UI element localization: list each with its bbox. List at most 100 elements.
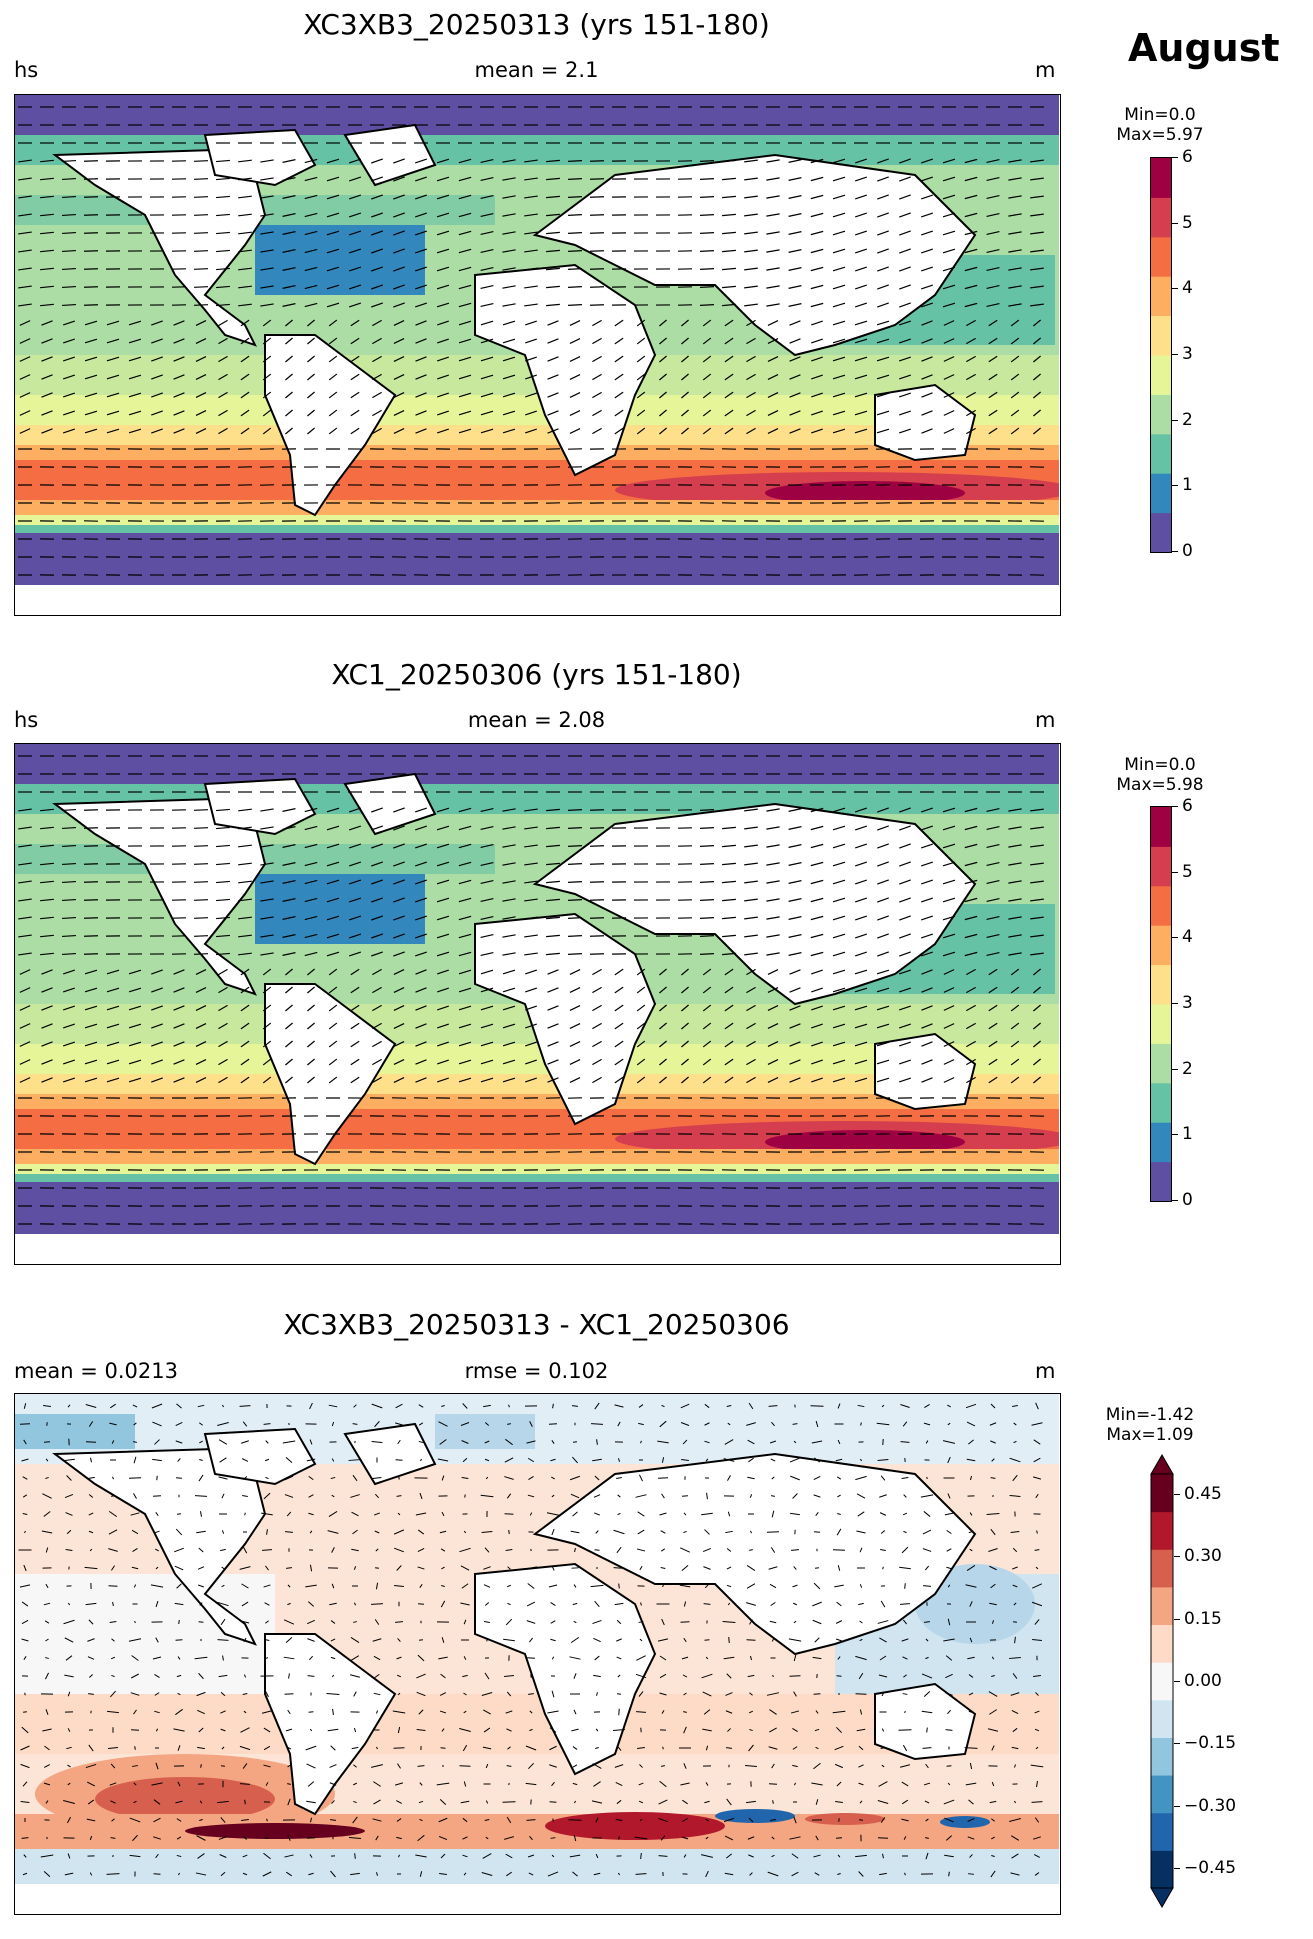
wind-arrow xyxy=(40,1854,54,1858)
wind-arrow xyxy=(766,898,780,902)
wind-arrow xyxy=(417,1654,425,1662)
wind-arrow xyxy=(593,1494,601,1498)
wind-arrow xyxy=(371,933,383,939)
wind-arrow xyxy=(704,1422,710,1426)
wind-arrow xyxy=(439,1530,447,1534)
wind-arrow xyxy=(639,1764,643,1768)
wind-arrow xyxy=(480,284,494,290)
wind-arrow xyxy=(373,1781,381,1787)
wind-arrow xyxy=(458,428,472,434)
wind-arrow xyxy=(921,374,933,380)
wind-arrow xyxy=(549,1745,557,1751)
colorbar-tick-mark xyxy=(1172,222,1178,224)
wind-arrow xyxy=(198,1672,204,1680)
wind-arrow xyxy=(1030,195,1044,199)
wind-arrow xyxy=(307,391,315,399)
wind-arrow xyxy=(525,392,537,398)
wind-arrow xyxy=(107,1710,119,1714)
wind-arrow xyxy=(832,969,846,975)
wind-arrow xyxy=(216,826,230,830)
wind-arrow xyxy=(814,1457,820,1463)
wind-arrow xyxy=(480,969,494,975)
wind-arrow xyxy=(920,194,934,200)
wind-arrow xyxy=(502,428,516,434)
wind-arrow xyxy=(614,409,624,417)
wind-arrow xyxy=(440,1853,446,1859)
wind-arrow xyxy=(502,249,516,253)
wind-arrow xyxy=(436,861,450,867)
wind-arrow xyxy=(549,1764,557,1768)
wind-arrow xyxy=(986,808,1000,812)
wind-arrow xyxy=(725,1710,733,1714)
wind-arrow xyxy=(943,987,955,993)
wind-arrow xyxy=(195,338,207,344)
wind-arrow xyxy=(573,1834,577,1842)
wind-arrow xyxy=(788,1638,802,1642)
wind-arrow xyxy=(988,1548,998,1552)
wind-arrow xyxy=(218,1022,228,1030)
wind-arrow xyxy=(372,1076,382,1084)
wind-arrow xyxy=(328,1076,338,1084)
wind-arrow xyxy=(640,1440,642,1444)
wind-arrow xyxy=(285,968,293,976)
wind-arrow xyxy=(659,373,667,381)
wind-arrow xyxy=(524,231,538,235)
wind-arrow xyxy=(178,1872,180,1876)
wind-arrow xyxy=(991,1818,995,1822)
wind-arrow xyxy=(526,1620,536,1624)
wind-arrow xyxy=(854,969,868,975)
wind-arrow xyxy=(437,987,449,993)
wind-arrow xyxy=(722,195,736,199)
wind-arrow xyxy=(62,916,76,920)
wind-arrow xyxy=(436,248,450,254)
wind-arrow xyxy=(132,1404,138,1408)
wind-arrow xyxy=(766,952,780,956)
panel-1-title: XC3XB3_20250313 (yrs 151-180) xyxy=(303,8,770,41)
wind-arrow xyxy=(40,177,54,181)
wind-arrow xyxy=(441,1585,445,1587)
wind-arrow xyxy=(1010,355,1020,363)
wind-arrow xyxy=(40,267,54,271)
wind-arrow xyxy=(657,1638,669,1642)
wind-arrow xyxy=(920,176,934,182)
wind-arrow xyxy=(153,1799,161,1805)
wind-arrow xyxy=(767,320,779,326)
wind-arrow xyxy=(151,320,163,326)
wind-arrow xyxy=(326,176,340,182)
wind-arrow xyxy=(859,1709,863,1715)
wind-arrow xyxy=(371,284,383,290)
wind-arrow xyxy=(769,1583,777,1589)
wind-arrow xyxy=(969,1475,973,1481)
wind-arrow xyxy=(876,1077,890,1083)
wind-arrow xyxy=(173,1728,185,1732)
wind-arrow xyxy=(526,1440,536,1444)
wind-arrow xyxy=(197,1566,205,1570)
wind-arrow xyxy=(374,1420,380,1428)
wind-arrow xyxy=(724,1004,734,1012)
wind-arrow xyxy=(551,1690,555,1698)
wind-arrow xyxy=(41,969,53,975)
wind-arrow xyxy=(899,1023,911,1029)
wind-arrow xyxy=(480,1077,494,1083)
wind-arrow xyxy=(766,808,780,812)
wind-arrow xyxy=(89,1548,93,1552)
wind-arrow xyxy=(1030,1764,1044,1768)
colorbar-tick-label: −0.45 xyxy=(1184,1858,1237,1878)
wind-arrow xyxy=(552,1403,554,1409)
wind-arrow xyxy=(217,1639,229,1641)
wind-arrow xyxy=(260,303,274,307)
wind-arrow xyxy=(173,392,185,398)
wind-arrow xyxy=(371,915,383,921)
wind-arrow xyxy=(638,1621,644,1623)
wind-arrow xyxy=(964,266,978,272)
wind-arrow xyxy=(304,212,318,218)
wind-arrow xyxy=(111,1638,115,1642)
wind-arrow xyxy=(966,1076,976,1084)
wind-arrow xyxy=(877,933,889,939)
wind-arrow xyxy=(767,338,779,344)
wind-arrow xyxy=(524,159,538,163)
wind-arrow xyxy=(966,1458,976,1462)
wind-arrow xyxy=(262,1022,272,1030)
wind-arrow xyxy=(21,1458,29,1462)
wind-arrow xyxy=(964,951,978,957)
